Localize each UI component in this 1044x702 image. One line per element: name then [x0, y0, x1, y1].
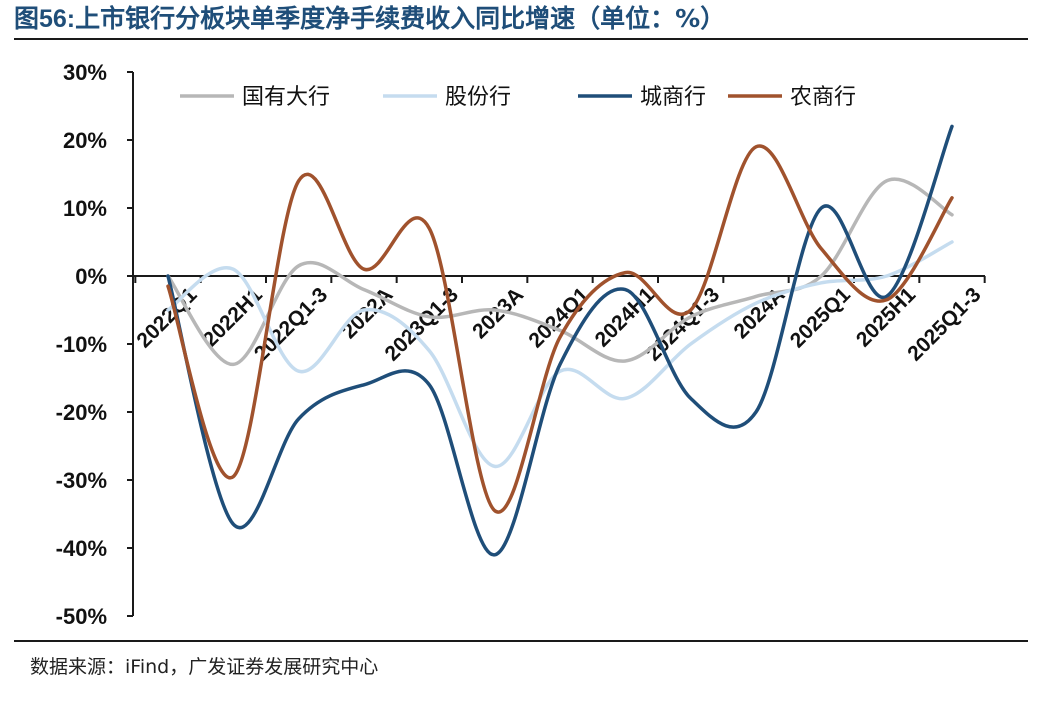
source-note: 数据来源：iFind，广发证券发展研究中心	[30, 656, 379, 678]
y-tick-label: -30%	[56, 468, 107, 493]
legend-label-3: 城商行	[640, 85, 706, 110]
line-chart: -50%-40%-30%-20%-10%0%10%20%30%2022Q1202…	[56, 60, 986, 629]
series-line-4	[166, 144, 954, 514]
series-line-1	[166, 177, 954, 367]
legend-label-1: 国有大行	[242, 85, 330, 110]
chart-series	[166, 124, 954, 557]
chart-axes: -50%-40%-30%-20%-10%0%10%20%30%2022Q1202…	[56, 60, 986, 629]
figure-title-text: 上市银行分板块单季度净手续费收入同比增速（单位：%）	[75, 4, 726, 33]
y-tick-label: 30%	[63, 60, 107, 85]
y-tick-label: -40%	[56, 536, 107, 561]
bottom-rule	[14, 640, 1028, 642]
top-rule	[14, 38, 1028, 40]
y-tick-label: -20%	[56, 400, 107, 425]
legend-label-2: 股份行	[445, 85, 511, 110]
chart-legend: 国有大行 股份行 城商行 农商行	[180, 85, 856, 110]
series-line-3	[166, 124, 954, 557]
chart-title: 图56:上市银行分板块单季度净手续费收入同比增速（单位：%）	[14, 2, 725, 36]
y-tick-label: 0%	[75, 264, 107, 289]
y-tick-label: 10%	[63, 196, 107, 221]
legend-label-4: 农商行	[790, 85, 856, 110]
figure-number: 图56:	[14, 5, 76, 33]
y-tick-label: -50%	[56, 604, 107, 629]
series-line-2	[166, 240, 954, 469]
y-tick-label: 20%	[63, 128, 107, 153]
y-tick-label: -10%	[56, 332, 107, 357]
x-tick-label: 2023A	[468, 283, 528, 343]
x-tick-label: 2025Q1	[786, 283, 855, 352]
